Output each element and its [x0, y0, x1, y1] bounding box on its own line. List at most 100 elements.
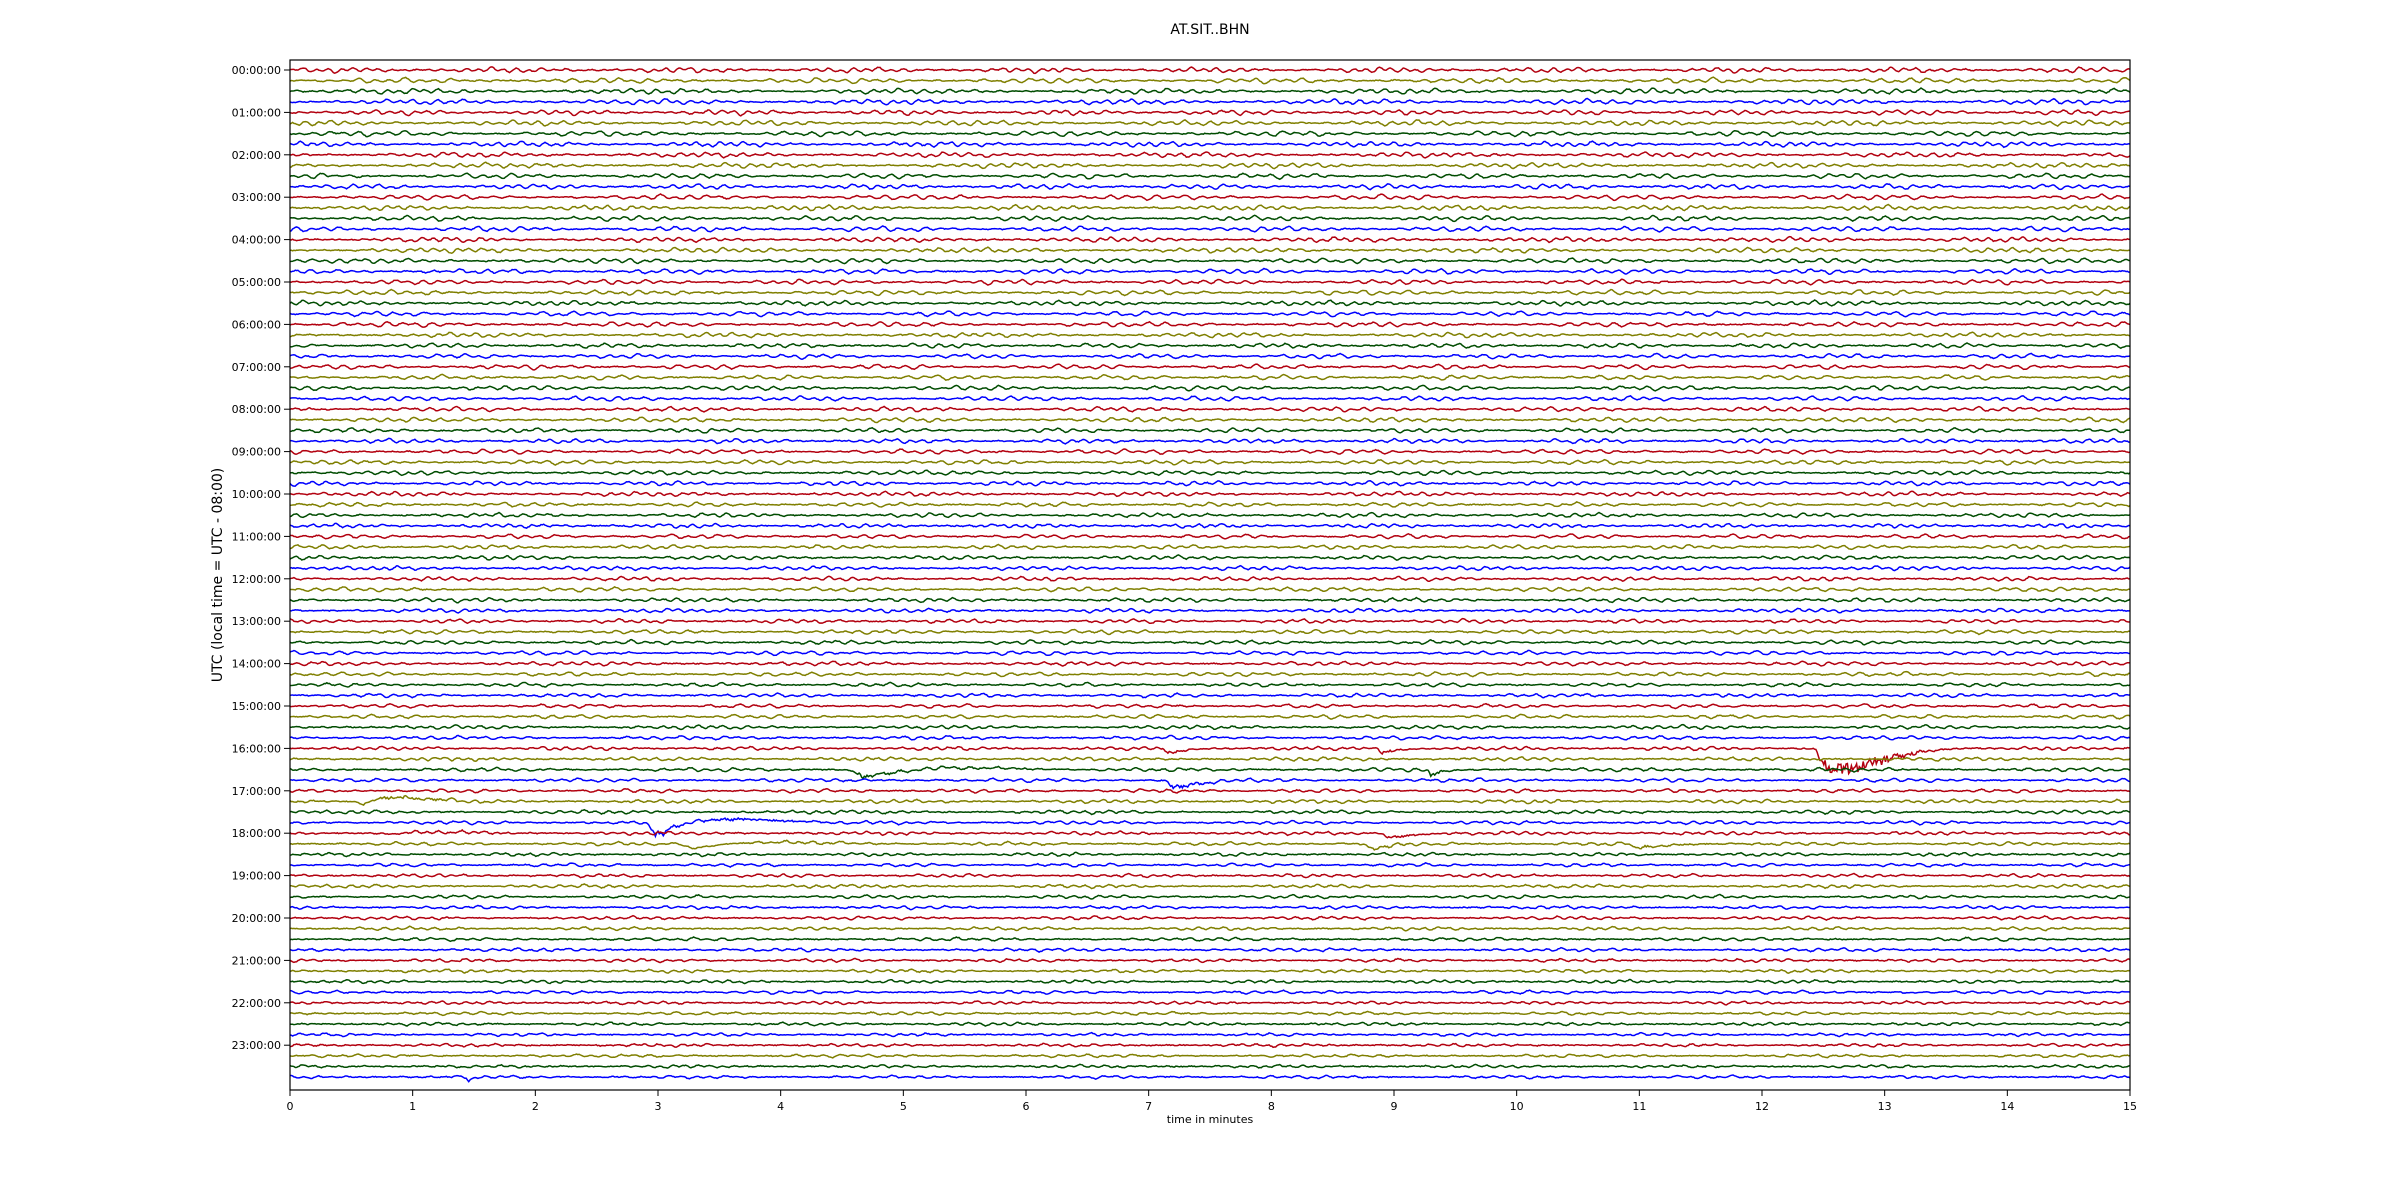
trace-line-87: [289, 989, 2131, 996]
y-tick-label-10: 10:00:00: [232, 488, 281, 501]
trace-line-19: [289, 267, 2131, 276]
x-tick-label-11: 11: [1632, 1100, 1646, 1113]
trace-line-47: [289, 564, 2131, 572]
trace-line-23: [289, 310, 2131, 318]
trace-line-6: [289, 130, 2131, 138]
trace-line-36: [289, 448, 2131, 455]
y-axis: 00:00:00 01:00:00 02:00:00 03:00:00 04:00:00…: [232, 64, 290, 1052]
trace-line-77: [289, 883, 2131, 890]
trace-line-30: [289, 384, 2131, 392]
trace-line-61: [289, 713, 2131, 720]
y-tick-label-22: 22:00:00: [232, 997, 281, 1010]
y-tick-label-6: 06:00:00: [232, 318, 281, 331]
trace-line-4: [289, 109, 2131, 117]
y-tick-label-21: 21:00:00: [232, 954, 281, 967]
x-tick-label-5: 5: [900, 1100, 907, 1113]
trace-line-43: [289, 522, 2131, 529]
y-tick-label-1: 01:00:00: [232, 106, 281, 119]
y-tick-label-23: 23:00:00: [232, 1039, 281, 1052]
x-tick-label-12: 12: [1755, 1100, 1769, 1113]
trace-line-17: [290, 246, 2131, 255]
trace-line-79: [289, 904, 2131, 911]
trace-line-94: [289, 1063, 2131, 1069]
trace-line-38: [289, 469, 2131, 477]
trace-line-80: [289, 914, 2131, 921]
x-tick-label-15: 15: [2123, 1100, 2137, 1113]
trace-line-58: [289, 681, 2131, 688]
trace-line-91: [289, 1031, 2131, 1038]
trace-line-81: [289, 925, 2131, 932]
trace-line-67: [289, 777, 2131, 790]
trace-line-11: [289, 182, 2131, 191]
y-tick-label-9: 09:00:00: [232, 446, 281, 459]
trace-line-73: [289, 839, 2131, 851]
trace-line-76: [289, 872, 2131, 879]
trace-line-64: [289, 745, 2131, 776]
x-tick-label-8: 8: [1268, 1100, 1275, 1113]
trace-line-31: [289, 395, 2131, 402]
trace-line-14: [289, 214, 2131, 223]
trace-line-24: [289, 320, 2131, 328]
x-axis: 0 1 2 3 4 5 6 7 8 9 10 11 12 13 14 15: [287, 1090, 2137, 1113]
y-tick-label-4: 04:00:00: [232, 234, 281, 247]
trace-line-5: [289, 119, 2131, 128]
trace-line-56: [289, 660, 2131, 667]
trace-line-50: [289, 596, 2131, 604]
trace-line-20: [289, 278, 2131, 286]
trace-line-18: [289, 257, 2131, 265]
trace-line-69: [289, 794, 2131, 806]
trace-line-39: [289, 479, 2131, 487]
trace-line-16: [289, 235, 2131, 244]
plot-frame: [289, 59, 2131, 1091]
trace-line-33: [289, 416, 2131, 424]
trace-line-51: [289, 607, 2131, 614]
trace-line-74: [289, 851, 2131, 858]
trace-line-84: [289, 957, 2131, 964]
trace-line-34: [289, 426, 2131, 434]
x-tick-label-4: 4: [777, 1100, 784, 1113]
x-tick-label-2: 2: [532, 1100, 539, 1113]
y-tick-label-12: 12:00:00: [232, 573, 281, 586]
y-axis-label: UTC (local time = UTC - 08:00): [210, 468, 226, 683]
chart-title: AT.SIT..BHN: [1170, 22, 1249, 38]
trace-line-15: [289, 225, 2131, 233]
trace-line-22: [289, 299, 2131, 307]
x-tick-label-3: 3: [655, 1100, 662, 1113]
y-tick-label-16: 16:00:00: [232, 742, 281, 755]
trace-line-60: [289, 702, 2131, 710]
x-tick-label-6: 6: [1023, 1100, 1030, 1113]
trace-line-46: [289, 554, 2131, 562]
trace-line-93: [289, 1053, 2131, 1059]
trace-line-26: [289, 342, 2131, 350]
trace-line-95: [289, 1074, 2131, 1083]
trace-line-83: [289, 946, 2131, 953]
trace-line-28: [289, 363, 2131, 371]
y-tick-label-13: 13:00:00: [232, 615, 281, 628]
trace-line-66: [289, 765, 2131, 780]
trace-line-88: [289, 999, 2131, 1006]
x-tick-label-7: 7: [1145, 1100, 1152, 1113]
trace-line-40: [289, 490, 2131, 498]
y-tick-label-15: 15:00:00: [232, 700, 281, 713]
trace-line-25: [289, 331, 2131, 339]
trace-line-86: [289, 978, 2131, 985]
y-tick-label-3: 03:00:00: [232, 191, 281, 204]
y-tick-label-19: 19:00:00: [232, 870, 281, 883]
trace-line-13: [289, 203, 2131, 212]
trace-line-65: [289, 756, 2131, 762]
trace-line-82: [289, 936, 2131, 943]
y-tick-label-17: 17:00:00: [232, 785, 281, 798]
trace-line-27: [289, 352, 2131, 360]
x-axis-label: time in minutes: [1167, 1113, 1254, 1126]
trace-line-92: [289, 1042, 2131, 1049]
trace-line-62: [289, 723, 2131, 731]
trace-line-78: [289, 893, 2131, 900]
trace-line-48: [289, 575, 2131, 583]
trace-line-71: [289, 816, 2131, 839]
trace-line-63: [289, 734, 2131, 741]
trace-line-10: [289, 172, 2131, 181]
x-tick-label-14: 14: [2000, 1100, 2014, 1113]
trace-line-45: [289, 543, 2131, 551]
trace-line-0: [289, 66, 2131, 75]
y-tick-label-11: 11:00:00: [232, 530, 281, 543]
